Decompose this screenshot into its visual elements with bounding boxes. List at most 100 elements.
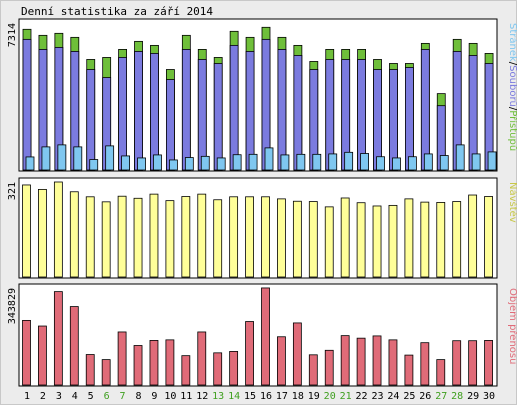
bar-middle-day-20 (324, 206, 334, 278)
bar-middle-day-24 (388, 204, 398, 278)
bar-bottom-day-19 (308, 354, 318, 386)
bar-middle-day-25 (404, 198, 414, 278)
day-label-21: 21 (340, 391, 352, 402)
legend-part-1: Souborů (507, 65, 517, 107)
bar-middle-day-2 (38, 188, 47, 278)
bar-bottom-day-30 (484, 340, 493, 386)
bar-stranek-day-1 (25, 156, 35, 171)
day-label-27: 27 (435, 391, 447, 402)
bar-middle-day-6 (101, 201, 111, 278)
bar-middle-day-13 (213, 199, 223, 278)
bar-bottom-day-22 (356, 337, 366, 386)
bar-stranek-day-26 (423, 153, 433, 171)
bar-souboru-day-5 (86, 69, 96, 171)
day-label-20: 20 (324, 391, 336, 402)
bar-souboru-day-18 (293, 55, 303, 171)
bar-bottom-day-8 (133, 345, 143, 386)
bar-bottom-day-24 (388, 339, 398, 386)
bar-bottom-day-20 (324, 349, 334, 386)
bar-bottom-day-15 (245, 321, 254, 386)
bar-middle-day-10 (165, 200, 175, 278)
bar-souboru-day-29 (468, 55, 478, 171)
bar-bottom-day-26 (420, 342, 430, 386)
bar-stranek-day-14 (232, 154, 242, 171)
bar-middle-day-11 (181, 196, 191, 278)
bar-souboru-day-13 (213, 63, 223, 171)
bar-bottom-day-11 (181, 355, 191, 386)
bar-bottom-day-6 (101, 359, 111, 386)
bar-stranek-day-10 (168, 159, 178, 171)
legend-separator: / (507, 107, 517, 111)
bar-bottom-day-4 (69, 306, 79, 386)
day-label-3: 3 (56, 391, 62, 402)
bar-bottom-day-5 (85, 354, 95, 386)
bar-stranek-day-2 (41, 146, 51, 171)
bar-middle-day-22 (356, 202, 366, 278)
day-label-26: 26 (419, 391, 431, 402)
legend-bottom: Objem přenosu (507, 288, 517, 364)
bar-bottom-day-7 (117, 331, 127, 386)
bar-souboru-day-7 (118, 57, 127, 171)
bar-souboru-day-14 (229, 44, 239, 171)
bar-bottom-day-3 (53, 291, 63, 386)
bar-bottom-day-18 (292, 322, 302, 386)
bar-souboru-day-9 (150, 53, 159, 171)
bar-middle-day-12 (197, 193, 207, 278)
bar-stranek-day-11 (184, 157, 194, 171)
day-label-7: 7 (120, 391, 126, 402)
day-label-2: 2 (40, 391, 46, 402)
day-label-18: 18 (292, 391, 304, 402)
day-label-30: 30 (483, 391, 495, 402)
bar-middle-day-19 (308, 201, 318, 278)
bar-souboru-day-11 (181, 49, 191, 171)
legend-separator: / (507, 62, 517, 66)
bar-souboru-day-8 (134, 51, 143, 171)
bar-stranek-day-20 (328, 153, 338, 171)
day-label-10: 10 (164, 391, 176, 402)
day-label-4: 4 (72, 391, 78, 402)
day-label-23: 23 (371, 391, 383, 402)
legend-part-0: Stránek (507, 23, 517, 62)
max-value-label-top: 7314 (7, 23, 18, 47)
bar-bottom-day-13 (213, 352, 223, 386)
bar-middle-day-28 (452, 201, 462, 278)
bar-bottom-day-25 (404, 354, 414, 386)
bar-souboru-day-1 (22, 38, 32, 171)
day-label-25: 25 (403, 391, 415, 402)
panel-frame-top (18, 18, 498, 172)
bar-souboru-day-25 (404, 67, 414, 171)
bar-bottom-day-12 (197, 331, 207, 386)
bar-middle-day-17 (277, 198, 286, 278)
bar-middle-day-29 (468, 194, 478, 278)
bar-middle-day-27 (436, 202, 446, 278)
bar-stranek-day-7 (121, 155, 130, 171)
legend-middle: Návštěv (507, 182, 517, 223)
bar-middle-day-4 (69, 191, 79, 278)
bar-middle-day-7 (117, 195, 127, 278)
day-label-17: 17 (276, 391, 288, 402)
bar-stranek-day-19 (312, 153, 322, 171)
bar-stranek-day-12 (200, 155, 210, 171)
day-label-6: 6 (104, 391, 110, 402)
bar-stranek-day-30 (487, 151, 497, 171)
day-label-16: 16 (260, 391, 272, 402)
bar-middle-day-5 (85, 196, 95, 278)
day-label-13: 13 (212, 391, 224, 402)
bar-souboru-day-17 (277, 49, 287, 171)
bar-stranek-day-22 (360, 153, 370, 171)
bar-stranek-day-4 (73, 146, 83, 171)
bar-middle-day-21 (340, 197, 350, 278)
bar-stranek-day-21 (344, 151, 354, 171)
bar-stranek-day-25 (407, 156, 417, 171)
bar-middle-day-8 (133, 197, 143, 278)
bar-souboru-day-26 (420, 49, 430, 171)
day-label-14: 14 (228, 391, 240, 402)
bar-stranek-day-8 (137, 157, 146, 171)
day-label-12: 12 (196, 391, 208, 402)
bar-middle-day-23 (372, 205, 382, 278)
bar-bottom-day-29 (468, 340, 478, 386)
bar-bottom-day-1 (22, 319, 31, 386)
day-label-22: 22 (356, 391, 368, 402)
bar-bottom-day-10 (165, 339, 175, 386)
